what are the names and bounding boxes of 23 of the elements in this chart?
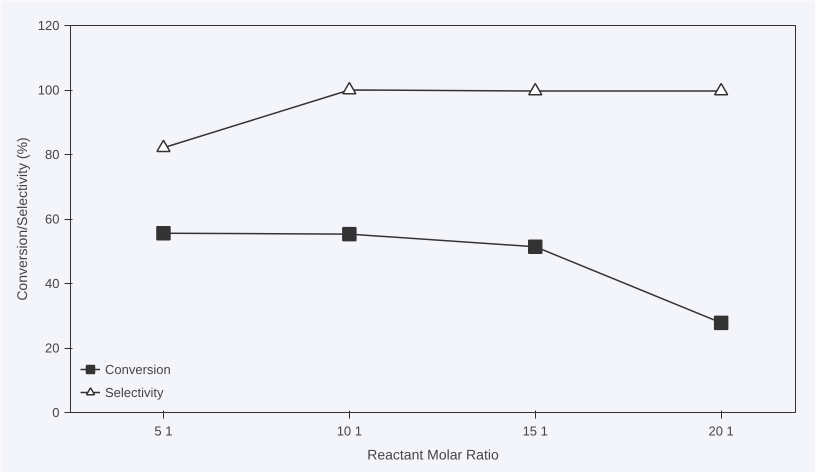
y-tick-label: 100 [38,82,60,98]
y-tick-label: 20 [45,340,60,356]
point [342,226,357,242]
x-tick-label: 15 1 [522,424,548,438]
y-tick-label: 0 [52,405,60,420]
x-tick-label: 20 1 [708,424,734,438]
point [528,239,542,254]
y-axis-title: Conversion/Selectivity (%) [14,137,30,301]
point [156,226,171,240]
y-tick-label: 120 [38,18,60,33]
y-tick-label: 40 [45,276,60,291]
point [714,82,728,96]
point [528,82,542,96]
x-tick-label: 10 1 [336,424,362,438]
point [342,82,357,95]
point [714,316,728,330]
x-tick-label: 5 1 [154,424,172,438]
point [156,139,171,152]
y-tick-label: 80 [45,147,60,162]
legend-label: Selectivity [105,384,164,400]
x-axis-title: Reactant Molar Ratio [367,446,499,462]
legend-label: Conversion [105,362,171,376]
y-tick-label: 60 [45,212,60,226]
